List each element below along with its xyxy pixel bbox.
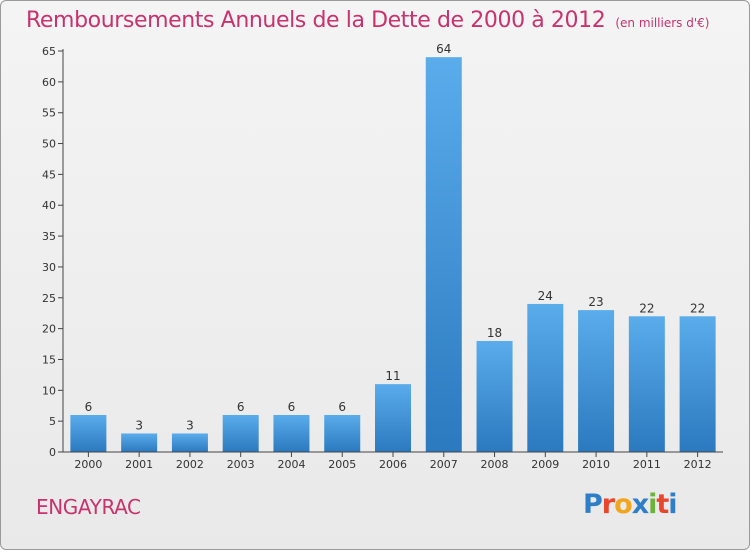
bar bbox=[476, 340, 513, 452]
y-tick-label: 60 bbox=[42, 76, 56, 89]
bar bbox=[121, 433, 158, 452]
x-tick-label: 2004 bbox=[277, 458, 305, 471]
bar-data-label: 22 bbox=[690, 301, 705, 315]
y-tick-label: 25 bbox=[42, 292, 56, 305]
x-tick-label: 2007 bbox=[430, 458, 458, 471]
bar-data-label: 24 bbox=[538, 289, 553, 303]
bar-data-label: 6 bbox=[338, 400, 346, 414]
bar-data-label: 11 bbox=[385, 369, 400, 383]
bar-data-label: 6 bbox=[237, 400, 245, 414]
bar bbox=[324, 414, 361, 452]
x-tick-label: 2001 bbox=[125, 458, 153, 471]
chart-title-text: Remboursements Annuels de la Dette de 20… bbox=[26, 8, 606, 33]
bar bbox=[171, 433, 208, 452]
bar bbox=[425, 57, 462, 453]
bar-data-label: 18 bbox=[487, 326, 502, 340]
bar bbox=[70, 414, 107, 452]
bar bbox=[578, 310, 615, 452]
x-tick-label: 2003 bbox=[227, 458, 255, 471]
bar-data-label: 23 bbox=[588, 295, 603, 309]
axes-group: 0 5 10 15 20 25 30 35 40 45 50 55 60 65 2000 2001 2002 20… bbox=[42, 45, 723, 471]
logo-letter: t bbox=[656, 489, 669, 520]
x-tick-label: 2005 bbox=[328, 458, 356, 471]
y-tick-label: 40 bbox=[42, 199, 56, 212]
y-tick-label: 65 bbox=[42, 45, 56, 58]
bar bbox=[527, 303, 564, 452]
bar bbox=[679, 316, 716, 452]
y-tick-label: 0 bbox=[49, 446, 56, 459]
y-tick-label: 55 bbox=[42, 107, 56, 120]
logo-letter: P bbox=[583, 489, 603, 520]
logo-letter: i bbox=[648, 489, 657, 520]
x-tick-label: 2009 bbox=[531, 458, 559, 471]
y-tick-label: 30 bbox=[42, 261, 56, 274]
bar bbox=[273, 414, 310, 452]
bar-data-label: 3 bbox=[186, 418, 194, 432]
bar-data-label: 6 bbox=[288, 400, 296, 414]
y-tick-label: 20 bbox=[42, 323, 56, 336]
bars-group: 6 3 3 6 6 6 11 64 18 24 23 22 22 bbox=[70, 42, 716, 453]
y-tick-label: 10 bbox=[42, 384, 56, 397]
bar-data-label: 3 bbox=[135, 418, 143, 432]
x-tick-label: 2011 bbox=[633, 458, 661, 471]
y-tick-label: 35 bbox=[42, 230, 56, 243]
x-tick-label: 2002 bbox=[176, 458, 204, 471]
y-tick-label: 50 bbox=[42, 138, 56, 151]
bar-data-label: 64 bbox=[436, 42, 451, 56]
x-tick-label: 2012 bbox=[684, 458, 712, 471]
bar bbox=[375, 384, 411, 452]
y-tick-label: 5 bbox=[49, 415, 56, 428]
x-tick-label: 2010 bbox=[582, 458, 610, 471]
y-tick-label: 15 bbox=[42, 353, 56, 366]
commune-name: ENGAYRAC bbox=[36, 495, 141, 519]
x-tick-label: 2006 bbox=[379, 458, 407, 471]
x-tick-label: 2008 bbox=[481, 458, 509, 471]
bar bbox=[628, 316, 665, 452]
x-tick-label: 2000 bbox=[74, 458, 102, 471]
logo-letter: i bbox=[668, 489, 677, 520]
logo-letter: o bbox=[614, 489, 633, 520]
chart-title: Remboursements Annuels de la Dette de 20… bbox=[26, 8, 709, 33]
chart-subtitle: (en milliers d'€) bbox=[615, 16, 710, 30]
bar-data-label: 6 bbox=[85, 400, 93, 414]
bar-data-label: 22 bbox=[639, 301, 654, 315]
y-tick-label: 45 bbox=[42, 168, 56, 181]
logo-letter: r bbox=[601, 489, 615, 520]
logo-letter: x bbox=[631, 489, 649, 520]
bar bbox=[222, 414, 259, 452]
proxiti-logo: Proxiti bbox=[583, 489, 678, 520]
